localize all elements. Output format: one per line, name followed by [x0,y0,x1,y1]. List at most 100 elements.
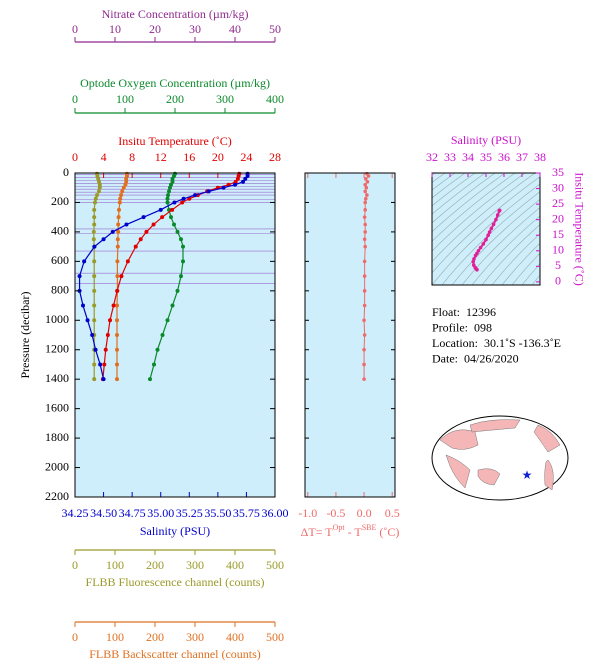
density-contour [451,199,540,285]
density-contour [531,274,540,285]
info-line: Float: 12396 [432,305,496,319]
profile-point [92,288,97,293]
profile-point [91,229,96,234]
density-contour [491,233,540,285]
x-tick-label: 300 [216,92,234,106]
profile-point [117,207,121,212]
profile-point [98,362,103,367]
x-tick-label: 24 [240,150,252,164]
info-line: Profile: 098 [432,320,492,334]
density-contour [461,207,540,285]
profile-point [121,185,126,190]
ts-point [471,259,476,264]
difference-point [363,182,367,187]
profile-point [235,176,240,181]
x-tick-label: 33 [444,150,456,164]
profile-point [123,182,128,187]
difference-point [362,347,366,352]
profile-point [165,196,170,201]
ts-point [494,217,498,222]
ts-point [484,237,488,242]
difference-point [362,318,366,323]
x-tick-label: 36.00 [262,506,289,520]
plot-frame [304,172,396,498]
plot-background [75,173,275,497]
axis-title: Optode Oxygen Concentration (µm/kg) [80,76,270,90]
density-contour [432,173,516,242]
density-contour [521,263,540,285]
density-contour [432,173,466,199]
profile-point [133,244,138,249]
density-contour [432,173,486,215]
y-tick-label: 1200 [45,341,69,355]
profile-point [97,185,102,190]
y-tick-label: 20 [552,211,564,225]
profile-point [115,333,119,337]
density-contour [432,173,476,207]
profile-point [103,347,108,352]
difference-point [362,237,367,242]
density-contour [501,242,540,285]
ts-point [472,257,476,261]
profile-point [124,176,129,181]
difference-point [365,193,369,197]
difference-point [363,230,367,234]
profile-point [172,173,176,178]
info-line: Location: 30.1˚S -136.3˚E [432,336,561,350]
x-tick-label: 0 [72,630,78,644]
profile-point [111,303,116,308]
density-contour [432,173,536,263]
difference-point [363,177,368,181]
ts-title: Salinity (PSU) [451,133,521,147]
profile-point [166,193,170,198]
x-tick-label: 32 [426,150,438,164]
y-tick-label: 0 [63,165,69,179]
axis-title-part: ΔT= T [301,525,334,539]
info-label: Date: [432,351,458,365]
y-tick-label: 200 [51,194,69,208]
profile-point [101,237,106,242]
axis-title: Nitrate Concentration (µm/kg) [102,7,249,21]
density-contour [432,173,456,191]
density-contour [471,215,540,285]
profile-point [97,189,101,194]
x-tick-label: 12 [155,150,167,164]
ts-point [495,213,500,217]
x-tick-label: 38 [534,150,546,164]
profile-point [124,222,129,227]
x-tick-label: 50 [269,22,281,36]
info-line: Date: 04/26/2020 [432,351,519,365]
x-axis-title: ΔT= TOpt - TSBE (˚C) [301,523,400,538]
profile-point [170,207,175,212]
profile-point [169,215,173,220]
y-tick-label: 35 [552,165,564,179]
y-axis-title: Pressure (decibar) [18,292,32,379]
profile-point [241,179,245,184]
profile-point [81,303,85,308]
x-tick-label: 35.50 [204,506,231,520]
x-tick-label: 400 [266,92,284,106]
info-value: 098 [474,320,492,334]
profile-point [175,229,180,234]
x-tick-label: 35.25 [176,506,203,520]
profile-point [77,274,82,279]
profile-point [148,377,152,382]
profile-point [92,318,97,323]
profile-point [92,303,97,308]
profile-point [92,222,97,227]
profile-point [160,215,165,220]
profile-point [92,244,97,249]
profile-point [92,215,97,220]
info-label: Location: [432,336,478,350]
y-tick-label: 800 [51,283,69,297]
info-value: 12396 [466,305,496,319]
x-tick-label: 34.25 [62,506,89,520]
x-tick-label: 28 [269,150,281,164]
y-axis-title: Insitu Temperature (˚C) [572,172,586,286]
x-tick-label: 0 [72,92,78,106]
density-contour [432,173,526,252]
ts-point [487,230,492,234]
profile-point [170,303,175,308]
profile-point [91,237,96,242]
profile-point [181,196,186,201]
